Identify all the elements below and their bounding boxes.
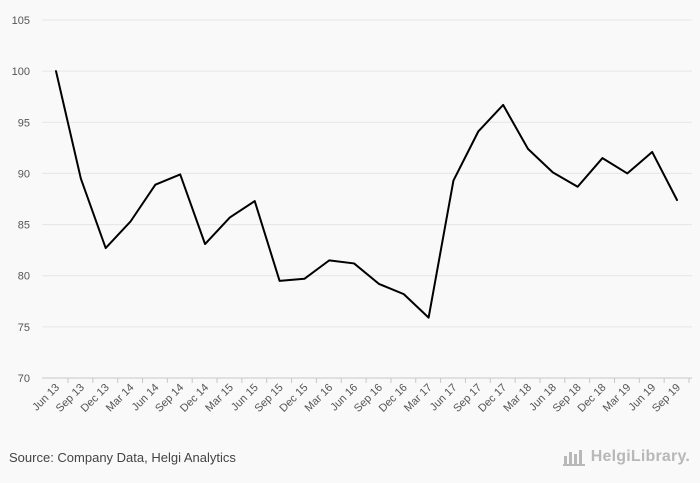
x-tick-label: Sep 19	[650, 382, 683, 415]
brand-logo: HelgiLibrary.	[562, 448, 690, 466]
source-note: Source: Company Data, Helgi Analytics	[9, 450, 236, 465]
x-tick-label: Mar 19	[601, 382, 634, 415]
bar-chart-logo-icon	[562, 450, 585, 466]
x-tick-label: Mar 15	[203, 382, 236, 415]
y-tick-label: 70	[18, 373, 30, 385]
series-line-group	[55, 70, 678, 319]
x-axis	[42, 377, 692, 383]
y-axis-tick-labels: 70 75 80 85 90 95 100 105	[12, 15, 30, 385]
x-tick-label: Mar 16	[303, 382, 336, 415]
y-tick-label: 105	[12, 15, 30, 27]
y-tick-label: 100	[12, 66, 30, 78]
y-tick-label: 90	[18, 168, 30, 180]
y-tick-label: 95	[18, 117, 30, 129]
y-tick-label: 75	[18, 322, 30, 334]
x-tick-label: Mar 14	[104, 382, 137, 415]
brand-name: HelgiLibrary.	[590, 448, 690, 465]
y-tick-label: 85	[18, 220, 30, 232]
series-line	[55, 70, 678, 319]
x-tick-label: Mar 17	[402, 382, 435, 415]
grid-lines	[42, 19, 692, 328]
x-tick-label: Mar 18	[501, 382, 534, 415]
y-tick-label: 80	[18, 271, 30, 283]
